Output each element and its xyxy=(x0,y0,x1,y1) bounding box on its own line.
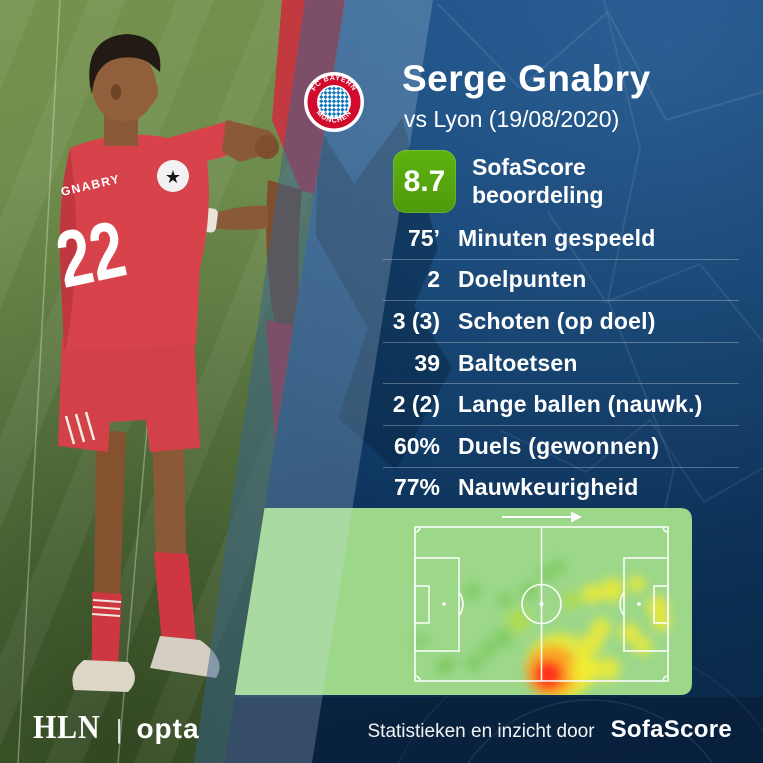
club-badge: FC BAYERN MÜNCHEN xyxy=(304,72,364,132)
heat-blob xyxy=(582,584,602,604)
hair xyxy=(89,34,161,94)
fist xyxy=(255,135,279,159)
stat-label: Minuten gespeeld xyxy=(458,224,656,251)
heat-blob xyxy=(465,654,483,672)
heat-blob xyxy=(563,591,581,609)
ear xyxy=(111,84,121,100)
opta-logo: opta xyxy=(136,713,200,744)
heat-blob xyxy=(493,628,513,648)
stat-row: 2 (2) Lange ballen (nauwk.) xyxy=(383,384,739,426)
heatmap-blob-layer xyxy=(414,559,671,695)
hln-logo: HLN xyxy=(33,709,101,746)
footer-credit: Statistieken en inzicht door SofaScore xyxy=(368,716,733,744)
boot xyxy=(150,636,220,678)
credit-text: Statistieken en inzicht door xyxy=(367,721,595,742)
stat-row: 60% Duels (gewonnen) xyxy=(383,426,739,468)
stat-value: 77% xyxy=(393,474,440,501)
stat-row: 2 Doelpunten xyxy=(383,260,739,302)
svg-text:MÜNCHEN: MÜNCHEN xyxy=(315,108,354,125)
stat-label: Duels (gewonnen) xyxy=(458,432,660,459)
stat-value: 2 xyxy=(427,266,440,293)
badge-bottom-text: MÜNCHEN xyxy=(315,108,353,125)
heat-blob xyxy=(634,637,652,655)
pitch-lines xyxy=(414,526,669,682)
match-info: vs Lyon (19/08/2020) xyxy=(404,106,620,132)
heat-blob xyxy=(596,657,620,681)
stats-list: 75’ Minuten gespeeld 2 Doelpunten 3 (3) Schot… xyxy=(383,218,739,508)
heat-blob xyxy=(581,632,603,654)
stat-value: 2 (2) xyxy=(392,391,440,418)
heat-blob xyxy=(479,640,497,658)
attack-direction-arrow xyxy=(502,511,582,523)
stat-value: 39 xyxy=(414,349,440,376)
heat-blob xyxy=(591,618,611,638)
sofascore-logo: SofaScore xyxy=(610,716,732,743)
rating-badge: 8.7 xyxy=(393,150,456,213)
boot xyxy=(72,660,135,692)
photo-pitch-lines xyxy=(17,0,153,763)
footer-brands: HLN | opta xyxy=(33,709,200,747)
stat-label: Nauwkeurigheid xyxy=(458,474,639,501)
stat-value: 60% xyxy=(393,432,440,459)
stat-row: 3 (3) Schoten (op doel) xyxy=(383,301,739,343)
heat-blob xyxy=(570,655,600,685)
stat-value: 3 (3) xyxy=(392,307,440,334)
stat-label: Lange ballen (nauwk.) xyxy=(458,391,703,418)
stat-label: Doelpunten xyxy=(458,266,587,293)
stat-row: 77% Nauwkeurigheid xyxy=(383,468,739,509)
heat-blob xyxy=(497,592,513,608)
ucl-starball-patch-icon xyxy=(157,160,189,192)
stat-row: 75’ Minuten gespeeld xyxy=(383,218,739,260)
shorts-stripes xyxy=(64,411,96,445)
heat-blob xyxy=(647,596,669,618)
heat-blob xyxy=(533,660,563,690)
heat-blob xyxy=(435,661,449,675)
pitch-spots xyxy=(442,602,641,606)
heat-blob xyxy=(550,559,566,575)
heat-blob xyxy=(653,613,671,631)
heat-blob xyxy=(464,582,482,600)
photo-edge-tint xyxy=(194,0,345,763)
heat-blob xyxy=(600,578,624,602)
heat-blob xyxy=(414,634,428,648)
rating-value: 8.7 xyxy=(403,164,446,198)
stat-label: Baltoetsen xyxy=(458,349,578,376)
head xyxy=(92,50,156,122)
heat-blob xyxy=(506,609,530,633)
ucl-star-glyph: ★ xyxy=(165,167,181,188)
badge-lozenge-core xyxy=(318,86,350,118)
stat-row: 39 Baltoetsen xyxy=(383,343,739,385)
heat-blob xyxy=(620,623,640,643)
stat-value: 75’ xyxy=(408,224,440,251)
brand-divider: | xyxy=(115,714,123,744)
shorts xyxy=(58,334,200,452)
page-title: Serge Gnabry xyxy=(402,58,651,99)
rating-label: SofaScore beoordeling xyxy=(472,154,604,208)
stat-label: Schoten (op doel) xyxy=(458,307,656,334)
heatmap-blobs xyxy=(414,559,671,695)
main-player: ★ GNABRY 22 xyxy=(49,34,279,692)
sock-stripes xyxy=(91,599,122,617)
heat-blob xyxy=(629,576,645,592)
